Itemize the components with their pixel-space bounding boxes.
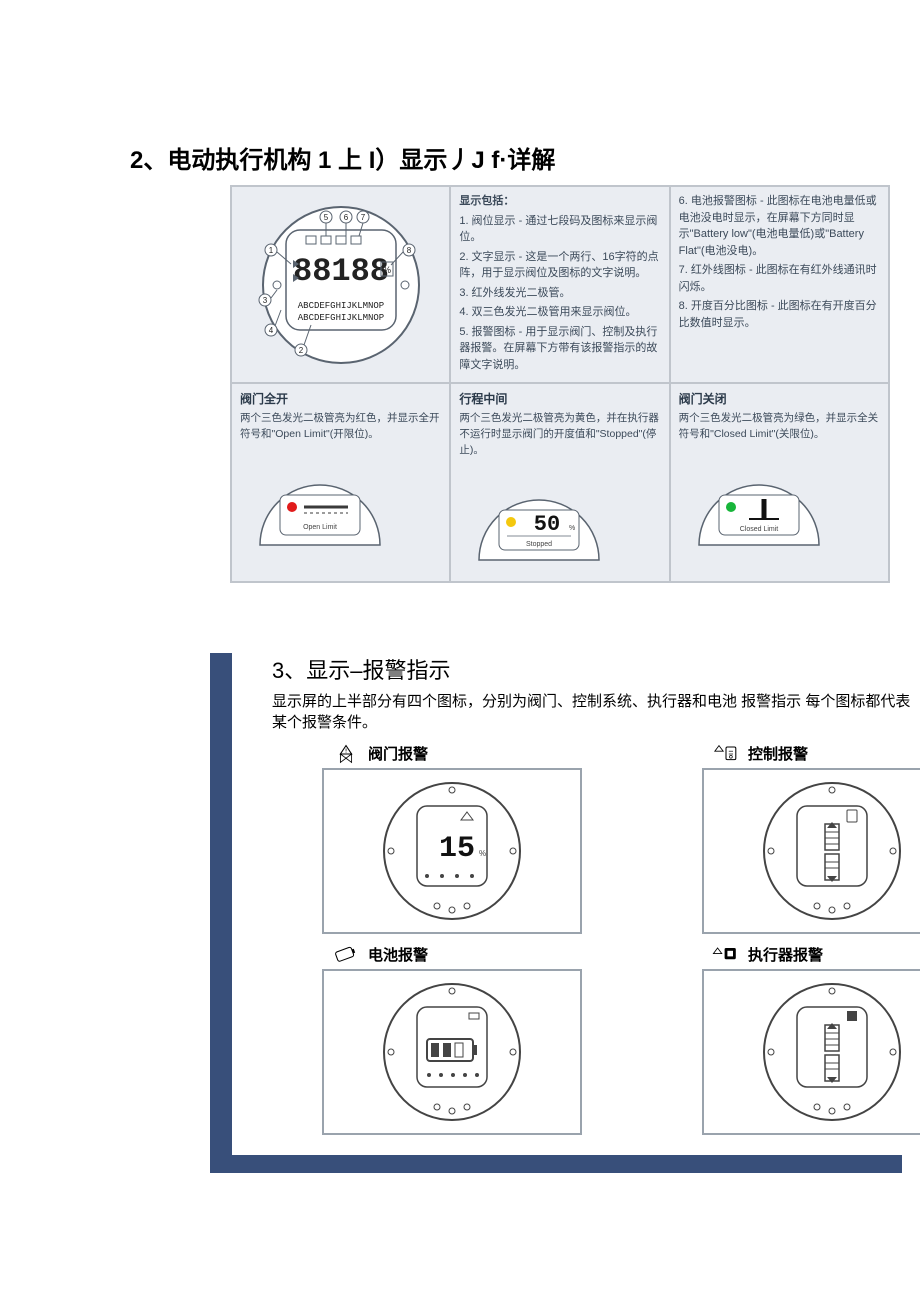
desc-right-item: 6. 电池报警图标 - 此图标在电池电量低或电池没电时显示，在屏幕下方同时显示"…: [679, 193, 880, 259]
desc-right-item: 8. 开度百分比图标 - 此图标在有开度百分比数值时显示。: [679, 298, 880, 331]
alarm-valve-label: 阀门报警: [368, 743, 428, 764]
desc-right-item: 7. 红外线图标 - 此图标在有红外线通讯时闪烁。: [679, 262, 880, 295]
state-mid-desc: 两个三色发光二极管亮为黄色，并在执行器不运行时显示阀门的开度值和"Stopped…: [459, 411, 660, 458]
display-diagram-cell: 88188 % ABCDEFGHIJKLMNOP ABCDEFGHIJKLMNO…: [231, 186, 450, 383]
desc-mid-item: 1. 阀位显示 - 通过七段码及图标来显示阀位。: [459, 213, 660, 246]
section3-title: 3、显示–报警指示: [272, 653, 920, 685]
state-mid: 行程中间 两个三色发光二极管亮为黄色，并在执行器不运行时显示阀门的开度值和"St…: [450, 383, 669, 582]
desc-mid-item: 3. 红外线发光二极管。: [459, 285, 660, 302]
svg-text:3: 3: [262, 296, 267, 305]
svg-text:4: 4: [268, 326, 273, 335]
state-closed: 阀门关闭 两个三色发光二极管亮为绿色，并显示全关符号和"Closed Limit…: [670, 383, 889, 582]
alarm-valve-display: 15 %: [367, 776, 537, 926]
alarm-control: 控制报警: [702, 743, 920, 934]
valve-icon: !: [332, 744, 360, 764]
section2-title: 2、电动执行机构 1 上 I）显示丿J f·详解: [130, 140, 920, 175]
control-icon: [712, 744, 740, 764]
svg-text:88188: 88188: [293, 253, 389, 290]
actuator-icon: [712, 945, 740, 965]
state-closed-title: 阀门关闭: [679, 390, 880, 407]
display-desc-right: 6. 电池报警图标 - 此图标在电池电量低或电池没电时显示，在屏幕下方同时显示"…: [670, 186, 889, 383]
svg-text:15: 15: [439, 832, 475, 866]
alarm-battery: 电池报警: [322, 944, 582, 1135]
display-diagram: 88188 % ABCDEFGHIJKLMNOP ABCDEFGHIJKLMNO…: [241, 200, 441, 370]
svg-text:Stopped: Stopped: [526, 541, 552, 548]
svg-text:%: %: [383, 265, 391, 275]
desc-mid-title: 显示包括：: [459, 193, 660, 210]
desc-mid-item: 4. 双三色发光二极管用来显示阀位。: [459, 304, 660, 321]
svg-text:ABCDEFGHIJKLMNOP: ABCDEFGHIJKLMNOP: [297, 313, 383, 323]
state-open-title: 阀门全开: [240, 390, 441, 407]
alarm-battery-label: 电池报警: [368, 944, 428, 965]
state-mid-title: 行程中间: [459, 390, 660, 407]
svg-text:50: 50: [534, 512, 560, 537]
alarm-actuator: 执行器报警: [702, 944, 920, 1135]
svg-text:%: %: [479, 849, 486, 858]
svg-text:8: 8: [406, 246, 411, 255]
state-open: 阀门全开 两个三色发光二极管亮为红色，并显示全开符号和"Open Limit"(…: [231, 383, 450, 582]
alarm-valve: ! 阀门报警 1: [322, 743, 582, 934]
section2-grid: 88188 % ABCDEFGHIJKLMNOP ABCDEFGHIJKLMNO…: [230, 185, 890, 583]
alarm-actuator-display: [747, 977, 917, 1127]
battery-icon: [332, 945, 360, 965]
alarm-actuator-label: 执行器报警: [748, 944, 823, 965]
state-open-display: Open Limit: [240, 455, 400, 555]
state-closed-desc: 两个三色发光二极管亮为绿色，并显示全关符号和"Closed Limit"(关限位…: [679, 411, 880, 443]
section3-desc: 显示屏的上半部分有四个图标，分别为阀门、控制系统、执行器和电池 报警指示 每个图…: [272, 691, 920, 733]
alarm-control-display: [747, 776, 917, 926]
desc-mid-item: 5. 报警图标 - 用于显示阀门、控制及执行器报警。在屏幕下方带有该报警指示的故…: [459, 324, 660, 374]
alarm-battery-display: [367, 977, 537, 1127]
svg-text:ABCDEFGHIJKLMNOP: ABCDEFGHIJKLMNOP: [297, 301, 383, 311]
desc-mid-item: 2. 文字显示 - 这是一个两行、16字符的点阵，用于显示阀位及图标的文字说明。: [459, 249, 660, 282]
section3: 3、显示–报警指示 显示屏的上半部分有四个图标，分别为阀门、控制系统、执行器和电…: [210, 653, 920, 1173]
svg-text:5: 5: [323, 213, 328, 222]
svg-text:2: 2: [298, 346, 303, 355]
alarm-control-label: 控制报警: [748, 743, 808, 764]
display-desc-mid: 显示包括： 1. 阀位显示 - 通过七段码及图标来显示阀位。 2. 文字显示 -…: [450, 186, 669, 383]
section3-bottom-bar: [232, 1155, 902, 1173]
svg-text:1: 1: [268, 246, 273, 255]
state-closed-display: Closed Limit: [679, 455, 839, 555]
svg-text:7: 7: [360, 213, 365, 222]
state-open-desc: 两个三色发光二极管亮为红色，并显示全开符号和"Open Limit"(开限位)。: [240, 411, 441, 443]
svg-text:Closed Limit: Closed Limit: [739, 526, 778, 533]
svg-text:Open Limit: Open Limit: [303, 524, 337, 531]
svg-text:6: 6: [343, 213, 348, 222]
svg-text:!: !: [345, 748, 347, 754]
svg-text:%: %: [569, 525, 575, 532]
state-mid-display: 50 % Stopped: [459, 470, 619, 570]
